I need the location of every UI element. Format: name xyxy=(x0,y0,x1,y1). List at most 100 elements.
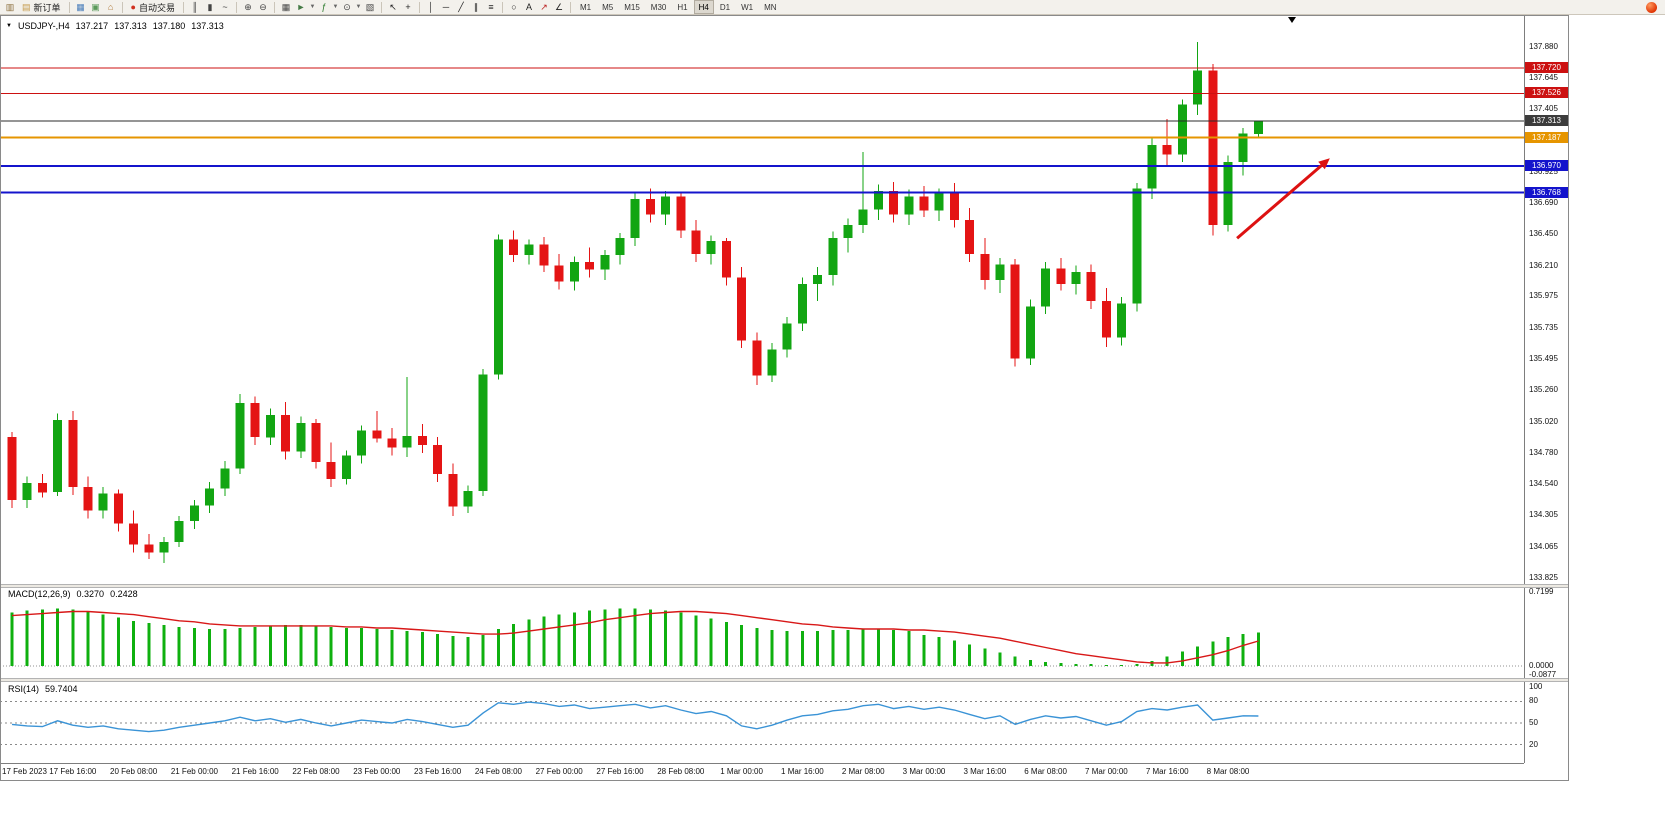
panel-splitter[interactable] xyxy=(0,584,1569,588)
macd-bar xyxy=(557,614,561,666)
panel-splitter[interactable] xyxy=(0,678,1569,682)
chart-close-value: 137.313 xyxy=(191,21,224,31)
time-tick-label: 3 Mar 00:00 xyxy=(902,767,946,776)
macd-axis-label: 0.7199 xyxy=(1529,587,1554,596)
line-chart-icon[interactable]: ~ xyxy=(222,1,228,12)
macd-bar xyxy=(10,612,14,666)
candle xyxy=(843,225,853,239)
periods-icon[interactable]: ⊙ xyxy=(343,1,351,12)
candle xyxy=(357,430,367,456)
trend-arrow[interactable] xyxy=(1236,164,1323,240)
candle xyxy=(782,323,792,350)
macd-bar xyxy=(648,609,652,666)
macd-bar xyxy=(588,610,592,666)
candle xyxy=(493,239,503,375)
timeframe-button-m5[interactable]: M5 xyxy=(602,2,614,12)
candlestick-chart-icon[interactable]: ▮ xyxy=(207,1,213,12)
market-watch-icon[interactable]: ▦ xyxy=(76,1,85,12)
new-order-button[interactable]: ▤ 新订单 xyxy=(18,1,65,14)
navigator-icon[interactable]: ⌂ xyxy=(107,1,114,12)
macd-bar xyxy=(132,620,136,666)
candle xyxy=(949,193,959,220)
rsi-value: 59.7404 xyxy=(45,684,78,694)
notification-icon[interactable] xyxy=(1646,2,1657,13)
tile-windows-icon[interactable]: ▦ xyxy=(281,1,291,12)
vertical-line-icon[interactable]: │ xyxy=(428,1,434,12)
macd-bar xyxy=(1180,651,1184,666)
timeframe-button-w1[interactable]: W1 xyxy=(741,2,754,12)
time-tick-label: 6 Mar 08:00 xyxy=(1024,767,1067,776)
macd-bar xyxy=(527,619,531,666)
price-axis[interactable]: 137.880137.645137.405137.165136.925136.6… xyxy=(1524,16,1569,763)
text-icon[interactable]: A xyxy=(525,1,532,12)
candle xyxy=(934,193,944,211)
time-tick-label: 17 Feb 16:00 xyxy=(49,767,97,776)
price-tick: 135.495 xyxy=(1529,354,1558,364)
macd-label: MACD(12,26,9) 0.3270 0.2428 xyxy=(8,589,138,599)
candle xyxy=(83,487,93,511)
timeframe-button-mn[interactable]: MN xyxy=(764,2,777,12)
auto-trading-button[interactable]: ● 自动交易 xyxy=(127,1,179,14)
periods-caret-icon[interactable]: ▼ xyxy=(355,3,362,10)
candle xyxy=(1025,306,1035,359)
time-tick-label: 7 Mar 00:00 xyxy=(1085,767,1128,776)
candle xyxy=(1132,188,1142,304)
crosshair-icon[interactable]: + xyxy=(405,1,411,12)
indicators-icon[interactable]: ƒ xyxy=(321,1,327,12)
horizontal-line-icon[interactable]: ─ xyxy=(442,1,450,12)
candle xyxy=(585,261,595,270)
chart-shift-icon[interactable]: ▼ xyxy=(309,3,316,10)
timeframe-button-m15[interactable]: M15 xyxy=(624,2,640,12)
macd-axis-label: 0.0000 xyxy=(1529,661,1554,670)
macd-bar xyxy=(831,630,835,666)
templates-icon[interactable]: ▧ xyxy=(365,1,375,12)
fibonacci-icon[interactable]: ≡ xyxy=(488,1,494,12)
candle xyxy=(904,196,914,215)
timeframe-button-h4[interactable]: H4 xyxy=(693,0,714,14)
macd-bar xyxy=(238,628,242,666)
rsi-panel-canvas[interactable] xyxy=(0,682,1524,762)
zoom-in-icon[interactable]: ⊕ xyxy=(244,1,252,12)
macd-bar xyxy=(664,610,668,666)
price-tag-137.526: 137.526 xyxy=(1525,87,1568,99)
macd-bar xyxy=(208,629,212,666)
price-tag-136.768: 136.768 xyxy=(1525,186,1568,198)
bar-chart-icon[interactable]: ║ xyxy=(191,1,199,12)
timeframe-button-d1[interactable]: D1 xyxy=(719,2,731,12)
macd-bar xyxy=(1059,662,1063,666)
new-order-button-label: 新订单 xyxy=(33,2,61,13)
timeframe-button-h1[interactable]: H1 xyxy=(677,2,688,12)
auto-scroll-icon[interactable]: ► xyxy=(296,1,306,12)
candle xyxy=(68,420,78,487)
price-tick: 134.065 xyxy=(1529,541,1558,551)
chart-shift-marker[interactable] xyxy=(1288,17,1296,23)
main-chart-canvas[interactable] xyxy=(0,16,1524,584)
shapes-icon[interactable]: ○ xyxy=(511,1,517,12)
cursor-icon[interactable]: ↖ xyxy=(389,1,397,12)
price-tick: 137.880 xyxy=(1529,42,1558,51)
trendline-icon[interactable]: ╱ xyxy=(458,1,464,12)
macd-axis-label: -0.0877 xyxy=(1529,670,1557,679)
macd-bar xyxy=(724,621,728,666)
indicators-caret-icon[interactable]: ▼ xyxy=(332,3,339,10)
macd-bar xyxy=(846,630,850,666)
arrows-icon[interactable]: ↗ xyxy=(540,1,548,12)
time-axis[interactable]: 17 Feb 2023 17 Feb 16:00 20 Feb 08:00 21 Fe… xyxy=(0,763,1524,780)
angle-icon[interactable]: ∠ xyxy=(554,1,564,12)
zoom-out-icon[interactable]: ⊖ xyxy=(259,1,267,12)
candle xyxy=(1041,268,1051,307)
macd-bar xyxy=(1256,632,1260,666)
candle xyxy=(1162,145,1172,155)
expand-ohlc-icon[interactable]: ▼ xyxy=(6,23,12,29)
timeframe-button-m1[interactable]: M1 xyxy=(579,2,592,12)
data-window-icon[interactable]: ▣ xyxy=(91,1,100,12)
toolbar-separator xyxy=(121,1,123,13)
equidistant-channel-icon[interactable]: ∥ xyxy=(473,1,479,12)
macd-panel-canvas[interactable] xyxy=(0,588,1524,678)
candle xyxy=(1193,70,1203,105)
chart-high-value: 137.313 xyxy=(114,21,147,31)
candle xyxy=(630,198,640,239)
new-chart-icon[interactable]: ▥ xyxy=(5,1,15,12)
timeframe-button-m30[interactable]: M30 xyxy=(650,2,667,12)
candle xyxy=(174,521,184,542)
